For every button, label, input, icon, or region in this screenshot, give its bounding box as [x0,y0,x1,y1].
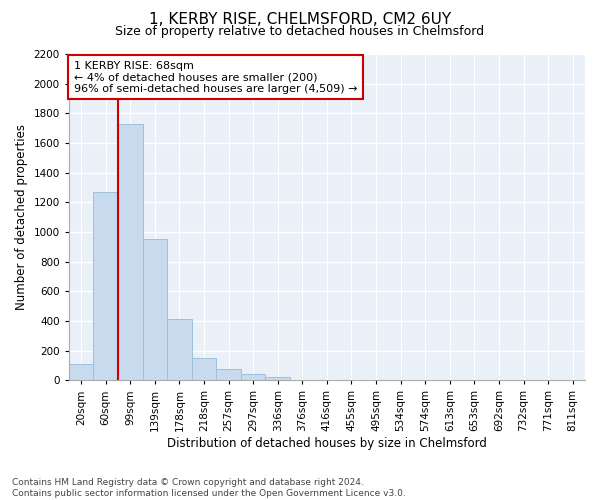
Bar [192,358,217,380]
Bar [118,124,143,380]
Text: Size of property relative to detached houses in Chelmsford: Size of property relative to detached ho… [115,25,485,38]
Bar [167,318,192,380]
Bar [217,369,241,380]
Text: 1 KERBY RISE: 68sqm
← 4% of detached houses are smaller (200)
96% of semi-detach: 1 KERBY RISE: 68sqm ← 4% of detached hou… [74,60,358,94]
Bar [143,240,167,380]
X-axis label: Distribution of detached houses by size in Chelmsford: Distribution of detached houses by size … [167,437,487,450]
Bar [69,364,94,380]
Text: 1, KERBY RISE, CHELMSFORD, CM2 6UY: 1, KERBY RISE, CHELMSFORD, CM2 6UY [149,12,451,28]
Bar [241,374,265,380]
Y-axis label: Number of detached properties: Number of detached properties [15,124,28,310]
Text: Contains HM Land Registry data © Crown copyright and database right 2024.
Contai: Contains HM Land Registry data © Crown c… [12,478,406,498]
Bar [94,192,118,380]
Bar [265,376,290,380]
